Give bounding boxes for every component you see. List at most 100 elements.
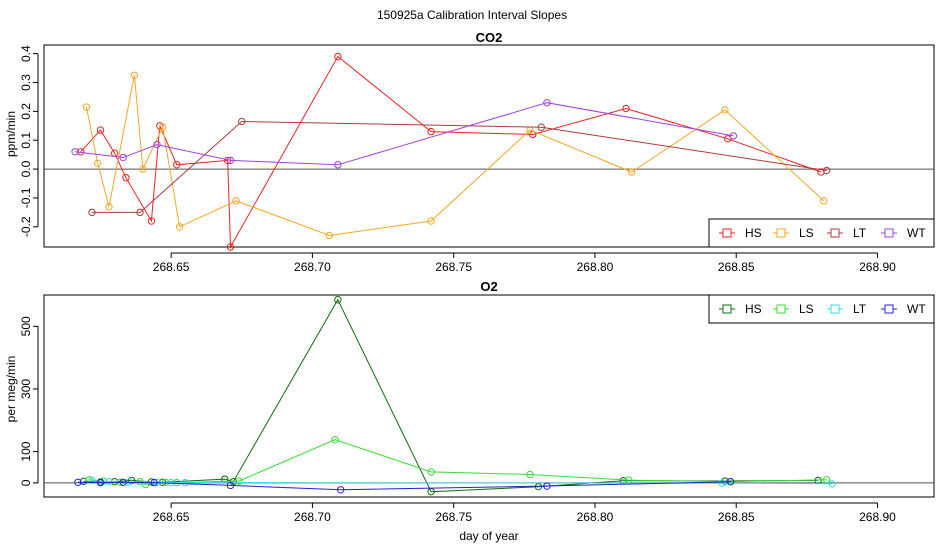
co2-series-ls-point (820, 197, 828, 205)
o2-series-wt-point (543, 482, 551, 490)
co2-series-wt-point (334, 161, 342, 169)
co2-legend-lt-label: LT (853, 226, 867, 240)
o2-series-wt-line (77, 481, 731, 491)
co2-series-hs-point (96, 126, 105, 134)
o2-series-lt-point (167, 478, 175, 487)
co2-series-hs-point (147, 217, 156, 225)
co2-series-ls-point (158, 123, 167, 131)
co2-series-ls-point (175, 223, 184, 231)
o2-series-lt-point (88, 476, 96, 485)
co2-series-ls-point (427, 217, 435, 225)
co2-chart-title: CO2 (476, 30, 503, 45)
co2-series-lt-point (537, 123, 545, 131)
o2-x-tick-label: 268.85 (718, 510, 755, 524)
co2-series-ls-point (139, 165, 147, 173)
co2-series-ls-point (130, 71, 139, 80)
o2-legend-hs-swatch (722, 304, 732, 314)
co2-y-tick-label: 0.4 (19, 45, 33, 62)
o2-series-lt-point (181, 478, 189, 487)
o2-series-hs-line (83, 298, 819, 493)
o2-series-lt-point (718, 479, 726, 487)
o2-y-tick-label: 500 (19, 316, 33, 336)
co2-x-tick-label: 268.90 (859, 260, 896, 274)
co2-series-hs-point (122, 174, 130, 182)
o2-y-tick-label: 0 (19, 479, 33, 486)
co2-series-ls-point (627, 168, 636, 176)
co2-series-ls-point (82, 103, 91, 111)
o2-y-axis-label: per meg/min (4, 356, 18, 423)
o2-legend-ls-label: LS (799, 302, 814, 316)
o2-x-tick-label: 268.70 (294, 510, 331, 524)
o2-series-lt-point (828, 480, 836, 488)
figure-title: 150925a Calibration Interval Slopes (377, 8, 567, 22)
co2-series-hs-point (173, 161, 181, 169)
co2-legend-wt-label: WT (907, 226, 926, 240)
x-axis-label: day of year (459, 529, 518, 543)
o2-series-wt-point (150, 478, 158, 487)
co2-series-wt-point (543, 99, 551, 107)
o2-panel: O2 per meg/min day of year 0 100 300 500 268… (4, 279, 935, 543)
co2-series-lt-point (88, 208, 96, 217)
co2-series-lt-point (822, 166, 831, 175)
co2-legend-wt-swatch (884, 228, 894, 238)
co2-x-tick-label: 268.80 (577, 260, 614, 274)
o2-x-tick-label: 268.80 (577, 510, 614, 524)
co2-series-lt-point (238, 117, 246, 126)
co2-x-tick-label: 268.75 (435, 260, 472, 274)
co2-series-lt-line (92, 120, 827, 213)
o2-series-wt-point (74, 478, 82, 486)
co2-series-wt-line (75, 102, 734, 166)
o2-chart-title: O2 (480, 279, 497, 294)
o2-y-tick-label: 300 (19, 379, 33, 399)
o2-legend-wt-swatch (884, 304, 894, 314)
co2-series-ls-point (721, 106, 729, 114)
co2-y-tick-label: 0.3 (19, 74, 33, 91)
o2-legend-wt-label: WT (907, 302, 926, 316)
co2-legend-lt-swatch (830, 228, 840, 238)
co2-series-hs-point (334, 52, 342, 61)
o2-series-ls-point (142, 480, 150, 489)
o2-y-tick-label: 100 (19, 441, 33, 461)
o2-series-wt-point (726, 477, 735, 486)
o2-series-hs-point (334, 295, 342, 304)
o2-x-tick-label: 268.65 (153, 510, 190, 524)
co2-series-wt-point (71, 148, 79, 156)
co2-y-tick-label: -0.2 (19, 216, 33, 237)
o2-x-tick-label: 268.90 (859, 510, 896, 524)
o2-series-ls-point (526, 470, 534, 479)
co2-legend-ls-swatch (776, 228, 786, 238)
co2-panel: CO2 ppm/min -0.2 -0.1 0.0 0.1 0.2 0.3 0.4 268.6… (4, 30, 935, 274)
co2-x-tick-label: 268.65 (153, 260, 190, 274)
co2-series-lt-point (136, 208, 144, 217)
o2-series-wt-point (226, 481, 235, 490)
o2-series-wt-point (336, 486, 345, 494)
o2-series-lt-point (105, 477, 113, 486)
o2-series-ls-point (331, 435, 339, 444)
o2-series-ls-line (89, 439, 827, 486)
co2-legend-box (708, 218, 935, 248)
co2-series-hs-point (427, 127, 435, 136)
o2-legend-lt-swatch (830, 304, 840, 314)
co2-plot-frame (43, 44, 935, 248)
o2-series-ls-point (235, 477, 243, 485)
o2-series-wt-point (119, 478, 127, 486)
co2-legend-ls-label: LS (799, 226, 814, 240)
o2-x-tick-label: 268.75 (435, 510, 472, 524)
co2-y-tick-label: 0.0 (19, 160, 33, 177)
co2-series-ls-point (93, 159, 102, 168)
o2-series-ls-point (85, 476, 93, 484)
co2-series-wt-point (119, 153, 127, 162)
co2-series-ls-line (85, 75, 825, 237)
o2-legend-hs-label: HS (745, 302, 762, 316)
co2-legend-hs-swatch (722, 228, 732, 238)
co2-legend-hs-label: HS (745, 226, 762, 240)
co2-x-tick-label: 268.70 (294, 260, 331, 274)
co2-series-hs-point (226, 243, 235, 251)
o2-legend-box (708, 294, 935, 324)
co2-series-wt-point (729, 132, 738, 140)
co2-y-tick-label: 0.1 (19, 132, 33, 149)
o2-series-ls-point (427, 468, 435, 476)
o2-legend-lt-label: LT (853, 302, 867, 316)
co2-series-ls-point (325, 231, 334, 240)
